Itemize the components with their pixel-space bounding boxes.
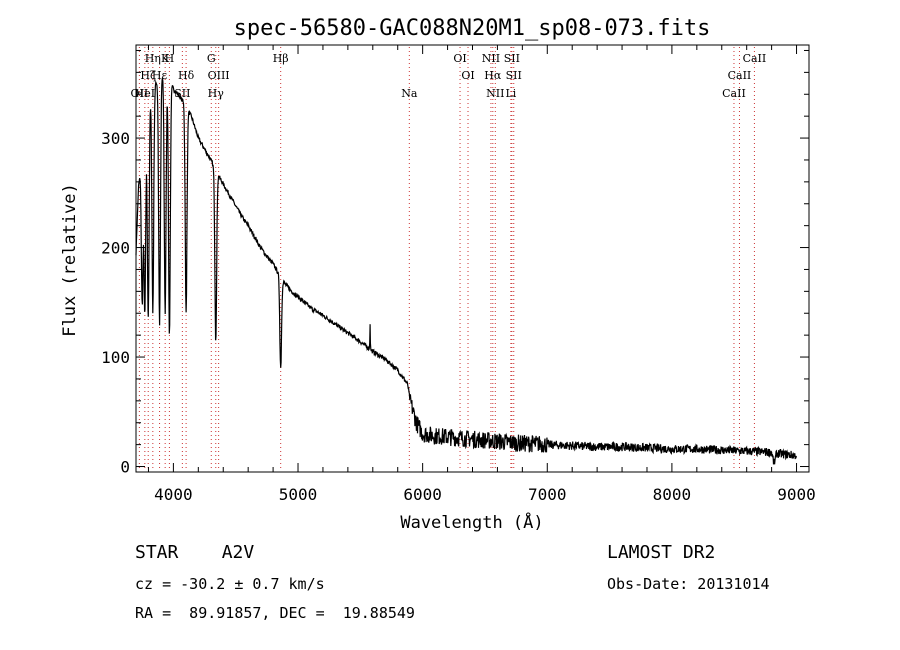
line-label-10: OIII bbox=[208, 69, 230, 82]
x-axis-label: Wavelength (Å) bbox=[400, 511, 543, 533]
object-class-text: STAR A2V bbox=[135, 542, 254, 563]
y-tick-label-3: 300 bbox=[101, 129, 130, 148]
chart-title: spec-56580-GAC088N20M1_sp08-073.fits bbox=[234, 16, 711, 41]
line-label-12: Hβ bbox=[273, 52, 289, 65]
line-label-22: CaII bbox=[722, 87, 746, 100]
line-label-11: Hγ bbox=[208, 87, 225, 100]
obs-date-text: Obs-Date: 20131014 bbox=[607, 575, 770, 593]
line-label-18: Hα bbox=[484, 69, 502, 82]
x-tick-label-0: 4000 bbox=[154, 485, 193, 504]
line-label-1: Hε bbox=[152, 69, 168, 82]
line-label-21: Li bbox=[505, 87, 516, 100]
line-label-19: SII bbox=[504, 52, 520, 65]
y-ticks-group: 0 100 200 300 bbox=[101, 49, 809, 477]
line-label-23: CaII bbox=[728, 69, 752, 82]
line-label-4: HeI bbox=[135, 87, 155, 100]
line-label-8: SII bbox=[174, 87, 190, 100]
line-label-0: Hη bbox=[145, 52, 161, 65]
line-label-14: OI bbox=[453, 52, 466, 65]
spectrum-line bbox=[135, 77, 797, 465]
y-tick-label-0: 0 bbox=[120, 458, 130, 477]
y-tick-label-2: 200 bbox=[101, 239, 130, 258]
line-label-6: H bbox=[165, 52, 175, 65]
x-ticks-group: 4000 5000 6000 7000 8000 9000 bbox=[147, 45, 816, 504]
x-tick-label-3: 7000 bbox=[528, 485, 567, 504]
redshift-text: cz = -30.2 ± 0.7 km/s bbox=[135, 575, 325, 593]
line-label-9: G bbox=[207, 52, 216, 65]
line-markers-group bbox=[138, 47, 755, 470]
line-label-5: K bbox=[161, 52, 170, 65]
coordinates-text: RA = 89.91857, DEC = 19.88549 bbox=[135, 604, 415, 622]
line-label-2: OII bbox=[131, 87, 149, 100]
line-label-16: NII bbox=[482, 52, 500, 65]
y-tick-label-1: 100 bbox=[101, 348, 130, 367]
x-tick-label-4: 8000 bbox=[653, 485, 692, 504]
y-axis-label: Flux (relative) bbox=[60, 183, 80, 337]
x-tick-label-2: 6000 bbox=[403, 485, 442, 504]
line-label-15: OI bbox=[461, 69, 474, 82]
line-label-13: Na bbox=[401, 87, 418, 100]
line-label-24: CaII bbox=[743, 52, 767, 65]
plot-frame bbox=[135, 44, 810, 473]
x-tick-label-1: 5000 bbox=[279, 485, 318, 504]
line-label-7: Hδ bbox=[178, 69, 195, 82]
line-label-20: SII bbox=[506, 69, 522, 82]
line-label-17: NII bbox=[486, 87, 504, 100]
survey-name-text: LAMOST DR2 bbox=[607, 542, 715, 563]
line-label-3: Hζ bbox=[140, 69, 156, 82]
x-tick-label-5: 9000 bbox=[777, 485, 816, 504]
